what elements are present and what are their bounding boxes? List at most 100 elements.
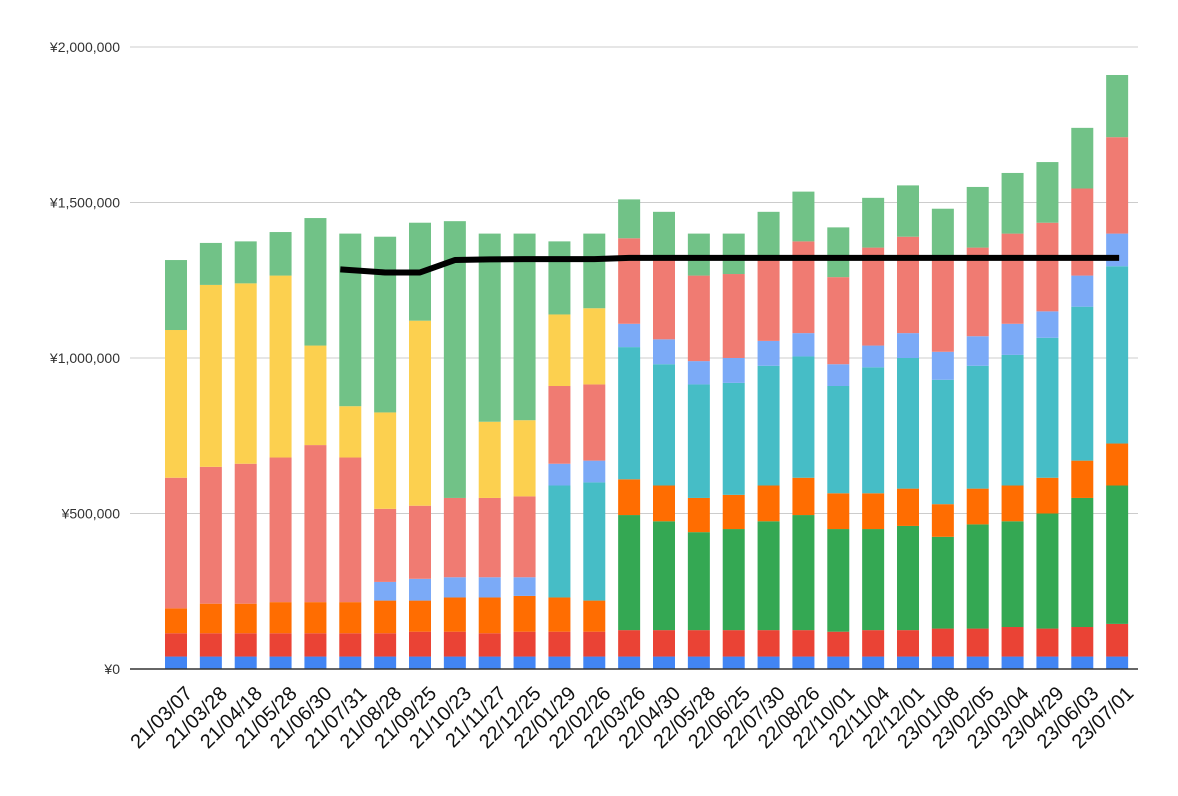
bar-segment: [1001, 656, 1024, 669]
bar-segment: [966, 247, 989, 337]
bar-segment: [618, 347, 641, 480]
bar-segment: [1106, 443, 1129, 486]
bar-segment: [478, 656, 501, 669]
bar-segment: [199, 603, 222, 634]
bar-segment: [1036, 162, 1059, 223]
line-series: [340, 254, 1120, 276]
bar-segment: [1071, 188, 1094, 276]
bar-segment: [1036, 477, 1059, 514]
bar-segment: [548, 241, 571, 315]
bar-segment: [792, 333, 815, 357]
bar-segment: [583, 482, 606, 601]
bar-segment: [897, 525, 919, 631]
bar-segment: [165, 477, 187, 609]
bar-segment: [583, 600, 606, 632]
bar-segment: [409, 505, 431, 579]
bar-segment: [722, 529, 745, 631]
bar-segment: [548, 463, 571, 486]
bar-segment: [443, 497, 466, 578]
bar-segment: [827, 227, 850, 278]
line-series-layer: [340, 254, 1120, 276]
y-axis-tick-labels: ¥0 ¥500,000 ¥1,000,000 ¥1,500,000 ¥2,000,000: [49, 39, 120, 677]
bar-segment: [931, 536, 954, 629]
bar-segment: [269, 656, 292, 669]
bar-segment: [897, 236, 919, 334]
bar-segment: [722, 274, 745, 358]
bar-segment: [478, 633, 501, 657]
bar-segment: [966, 365, 989, 489]
bar-segment: [722, 233, 745, 275]
bar-segment: [548, 385, 571, 464]
bar-segment: [653, 364, 675, 486]
bar-segment: [583, 656, 606, 669]
bar-segment: [618, 630, 641, 657]
bar-segment: [931, 656, 954, 669]
bar-segment: [722, 382, 745, 495]
bar-segment: [757, 340, 780, 366]
bar-segment: [792, 241, 815, 334]
bar-segment: [513, 656, 536, 669]
bar-segment: [862, 197, 885, 248]
bar-segment: [1106, 233, 1129, 267]
bar-segment: [827, 364, 850, 386]
y-tick-label: ¥1,000,000: [49, 350, 120, 366]
bar-segment: [1106, 266, 1129, 444]
bar-segment: [234, 463, 257, 604]
bar-segment: [478, 421, 501, 498]
bar-segment: [757, 521, 780, 631]
bar-segment: [862, 493, 885, 530]
y-tick-label: ¥1,500,000: [49, 195, 120, 211]
bar-segment: [443, 631, 466, 657]
bar-segment: [478, 497, 501, 578]
bar-segment: [234, 656, 257, 669]
bar-segment: [513, 496, 536, 578]
bar-segment: [269, 275, 292, 458]
bar-segment: [478, 597, 501, 634]
bar-segment: [1071, 275, 1094, 307]
bar-segment: [409, 600, 431, 632]
bar-segment: [165, 330, 187, 478]
bar-segment: [687, 384, 710, 498]
bar-segment: [653, 211, 675, 257]
bar-segment: [1071, 627, 1094, 657]
bar-segment: [583, 384, 606, 461]
bar-segment: [1071, 306, 1094, 461]
bar-segment: [304, 633, 327, 657]
bar-segment: [792, 191, 815, 242]
bar-segment: [339, 457, 362, 603]
bar-segment: [653, 656, 675, 669]
bar-segment: [757, 485, 780, 522]
bar-segment: [1106, 623, 1129, 657]
bar-segment: [478, 233, 501, 422]
bar-segment: [687, 656, 710, 669]
bar-segment: [234, 241, 257, 284]
bar-segment: [931, 258, 954, 352]
bar-segment: [304, 656, 327, 669]
bar-segment: [269, 602, 292, 634]
bar-segment: [792, 656, 815, 669]
bar-segment: [234, 603, 257, 634]
bar-segment: [548, 485, 571, 598]
bar-segment: [1036, 337, 1059, 478]
bar-segment: [165, 608, 187, 634]
bar-segment: [966, 488, 989, 525]
bar-segment: [374, 412, 397, 509]
bar-segment: [443, 577, 466, 598]
bar-segment: [199, 633, 222, 657]
bar-segment: [931, 379, 954, 505]
bar-segment: [653, 256, 675, 340]
bar-segment: [827, 631, 850, 657]
bar-segment: [548, 314, 571, 386]
bar-segment: [304, 445, 327, 603]
bar-segment: [409, 320, 431, 506]
bar-segment: [1106, 74, 1129, 138]
bar-segment: [1071, 127, 1094, 189]
bar-segment: [862, 367, 885, 494]
bar-segment: [897, 656, 919, 669]
bar-segment: [827, 656, 850, 669]
bar-segment: [1071, 497, 1094, 628]
bar-segment: [165, 633, 187, 657]
bar-segment: [409, 631, 431, 657]
bar-segment: [1001, 627, 1024, 657]
